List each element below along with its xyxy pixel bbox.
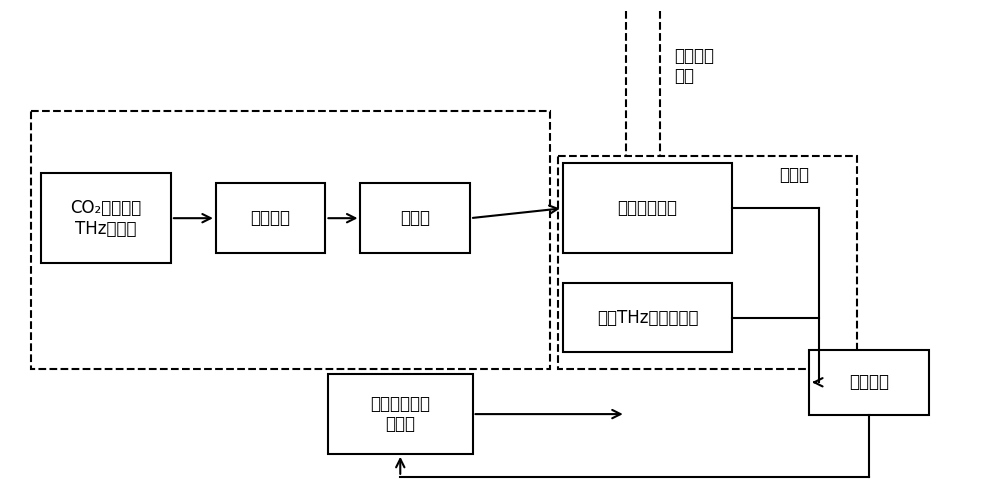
Bar	[328, 374, 473, 454]
Bar	[41, 174, 171, 263]
Bar	[360, 184, 470, 253]
Bar	[809, 350, 929, 414]
Bar	[31, 111, 550, 369]
Text: 隔离罩: 隔离罩	[779, 166, 809, 185]
Bar	[558, 155, 857, 369]
Text: 被测THz光电探测器: 被测THz光电探测器	[597, 309, 698, 326]
Text: 衰减器: 衰减器	[400, 209, 430, 227]
Text: 电测仪表: 电测仪表	[849, 373, 889, 391]
Text: 数据采集与控
制系统: 数据采集与控 制系统	[370, 395, 430, 434]
Bar	[563, 163, 732, 253]
Text: 电替代辐射计: 电替代辐射计	[618, 199, 678, 217]
Bar	[563, 283, 732, 353]
Text: CO₂泵浦气体
THz激光器: CO₂泵浦气体 THz激光器	[70, 199, 142, 237]
Bar	[216, 184, 325, 253]
Text: 电控位移
导轨: 电控位移 导轨	[675, 47, 715, 86]
Text: 汇聚透镜: 汇聚透镜	[251, 209, 291, 227]
